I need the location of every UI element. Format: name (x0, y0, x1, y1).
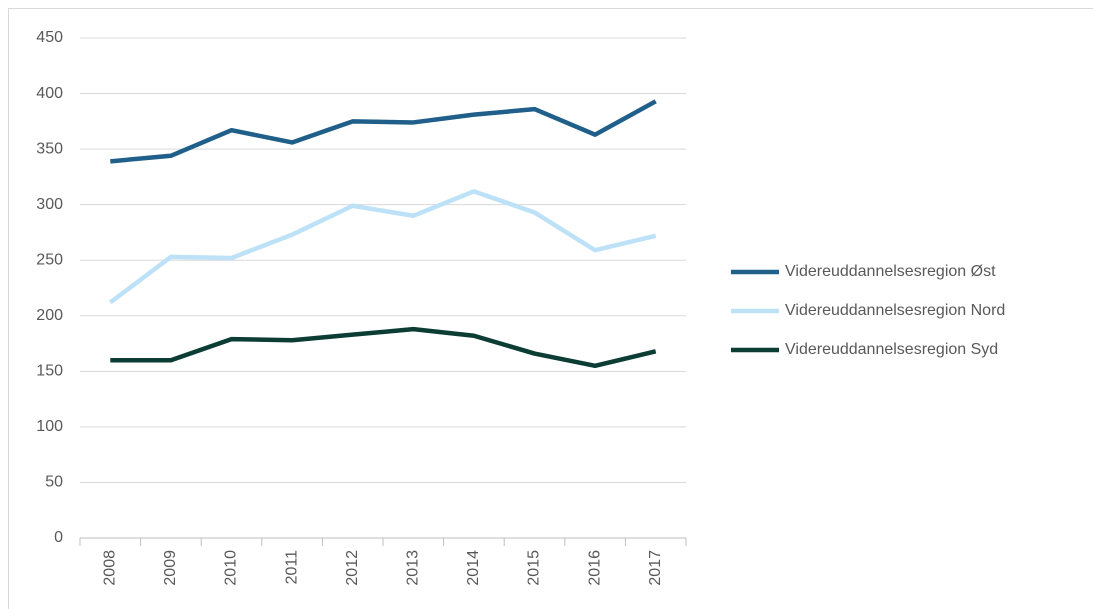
x-tick-label: 2012 (344, 550, 361, 586)
legend-label: Videreuddannelsesregion Syd (785, 341, 998, 358)
y-tick-label: 250 (36, 251, 63, 268)
y-tick-label: 0 (54, 529, 63, 546)
y-tick-label: 200 (36, 307, 63, 324)
line-series (108, 189, 657, 305)
x-tick-label: 2015 (526, 550, 543, 586)
x-tick-label: 2011 (283, 550, 300, 585)
chart-border (8, 8, 1093, 609)
line-series (110, 326, 657, 369)
x-tick-label: 2008 (102, 550, 119, 586)
y-tick-label: 300 (36, 196, 63, 213)
legend-label: Videreuddannelsesregion Øst (785, 263, 996, 280)
y-tick-label: 450 (36, 29, 63, 46)
x-tick-label: 2013 (405, 550, 422, 586)
x-tick-label: 2014 (465, 550, 482, 586)
x-tick-label: 2009 (162, 550, 179, 586)
y-tick-label: 350 (36, 140, 63, 157)
line-series (110, 99, 657, 164)
x-tick-label: 2010 (223, 550, 240, 586)
x-tick-label: 2017 (647, 550, 664, 586)
y-tick-label: 400 (36, 85, 63, 102)
y-tick-label: 150 (36, 363, 63, 380)
x-tick-label: 2016 (586, 550, 603, 586)
y-tick-label: 100 (36, 418, 63, 435)
legend-label: Videreuddannelsesregion Nord (785, 302, 1005, 319)
y-tick-label: 50 (45, 474, 63, 491)
